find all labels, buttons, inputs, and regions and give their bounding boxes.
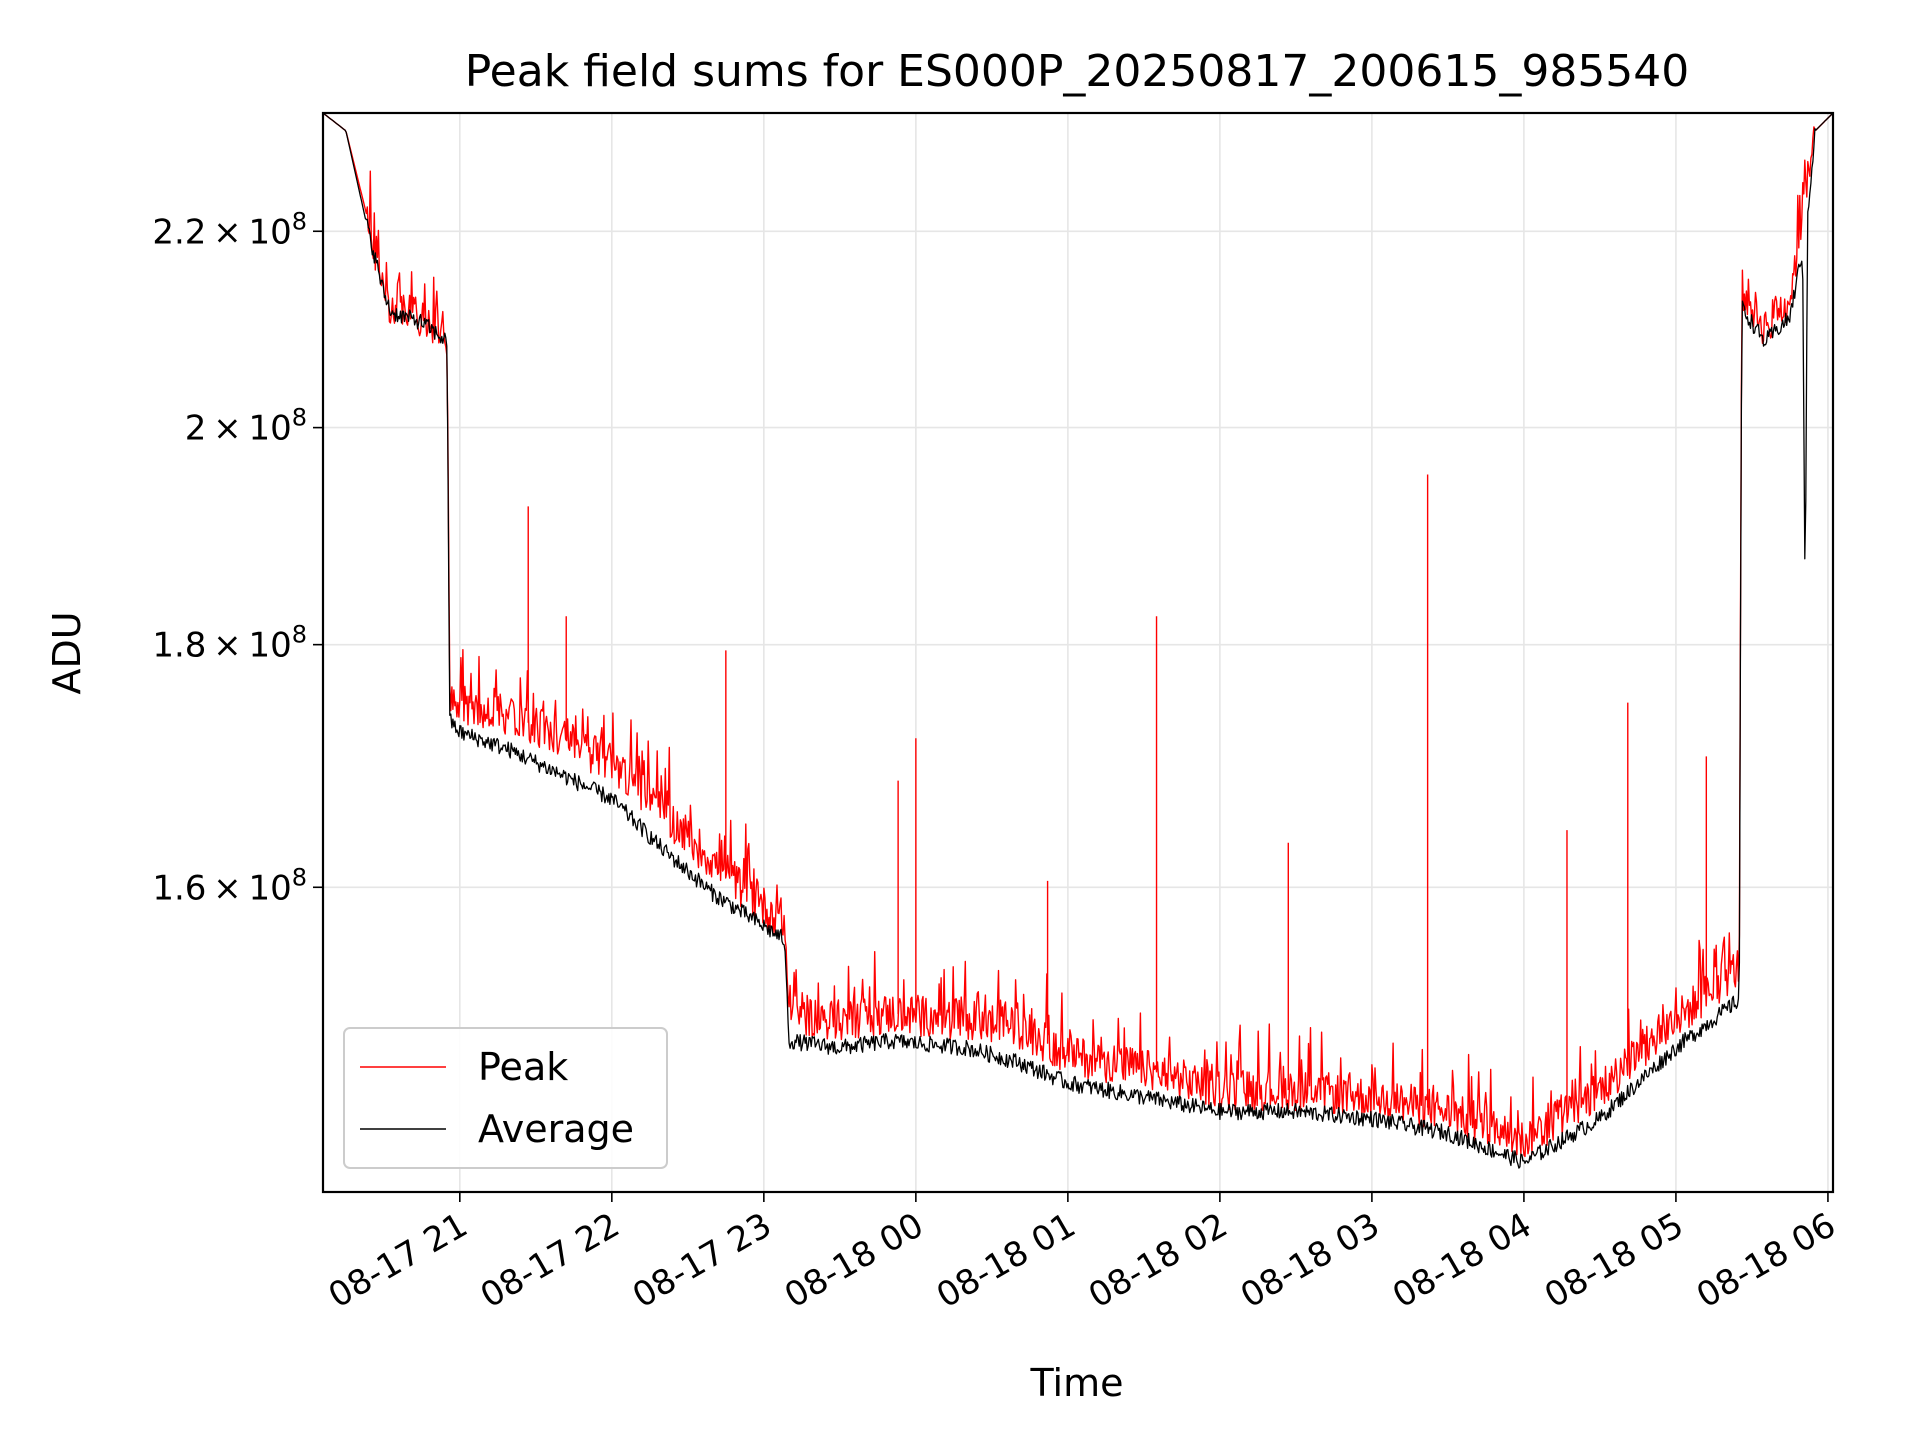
legend-label-average: Average <box>478 1107 634 1151</box>
series-line-average <box>323 113 1833 1169</box>
y-tick-label: 2.2 × 108 <box>152 207 307 252</box>
y-tick-label: 2 × 108 <box>185 404 307 449</box>
y-tick-label: 1.8 × 108 <box>152 621 307 666</box>
plot-frame <box>321 111 1835 1194</box>
series-line-peak <box>323 113 1833 1158</box>
y-axis-title: ADU <box>45 611 89 694</box>
y-axis: 1.6 × 108 1.8 × 108 2 × 108 2.2 × 108 <box>152 207 323 908</box>
x-axis-title: Time <box>1030 1361 1124 1405</box>
legend-box <box>343 1027 668 1169</box>
legend-label-peak: Peak <box>478 1045 568 1089</box>
chart-title: Peak field sums for ES000P_20250817_2006… <box>465 46 1690 97</box>
series-layer <box>323 113 1833 1169</box>
y-tick-label: 1.6 × 108 <box>152 863 307 908</box>
legend: Peak Average <box>343 1027 668 1169</box>
grid <box>323 113 1833 1192</box>
